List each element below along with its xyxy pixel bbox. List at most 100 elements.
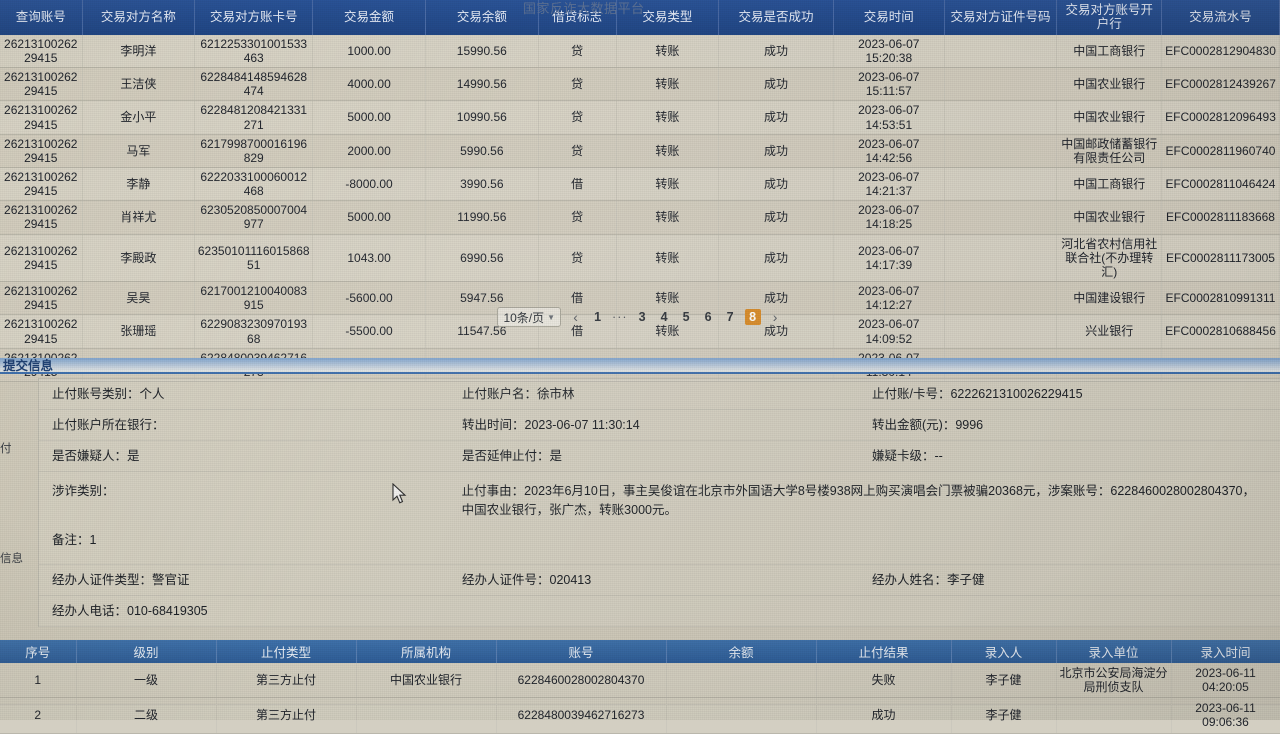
col-header-time[interactable]: 录入时间 bbox=[1171, 640, 1280, 663]
col-header-account[interactable]: 账号 bbox=[496, 640, 667, 663]
col-header-org[interactable]: 所属机构 bbox=[356, 640, 497, 663]
cell-query-account: 2621310026229415 bbox=[0, 34, 83, 69]
col-header-seq[interactable]: 序号 bbox=[0, 640, 77, 663]
page-button-7[interactable]: 7 bbox=[726, 310, 734, 324]
cell-counterparty-name: 金小平 bbox=[82, 100, 196, 135]
cell-seq: 2 bbox=[0, 697, 77, 734]
cell-counterparty-name: 王洁侠 bbox=[82, 67, 196, 102]
cell-txn-time: 2023-06-07 14:21:37 bbox=[833, 167, 945, 202]
table-row[interactable]: 2621310026229415 王洁侠 6228484148594628474… bbox=[0, 67, 1280, 102]
remark-spacer bbox=[449, 525, 1280, 564]
transactions-table: 查询账号 交易对方名称 交易对方账卡号 交易金额 交易余额 借贷标志 交易类型 … bbox=[0, 0, 1280, 383]
result-table-body: 1 一级 第三方止付 中国农业银行 6228460028002804370 失败… bbox=[0, 663, 1280, 734]
col-header-counterparty-name[interactable]: 交易对方名称 bbox=[82, 0, 196, 35]
col-header-stop-type[interactable]: 止付类型 bbox=[216, 640, 357, 663]
cell-txn-type: 转账 bbox=[616, 134, 720, 169]
cell-stop-type: 第三方止付 bbox=[216, 663, 357, 699]
cell-counterparty-name: 吴昊 bbox=[82, 281, 196, 316]
cell-open-bank: 中国建设银行 bbox=[1056, 281, 1162, 316]
cell-txn-type: 转账 bbox=[616, 167, 720, 202]
prev-page-button[interactable]: ‹ bbox=[573, 309, 578, 325]
page-button-5[interactable]: 5 bbox=[682, 310, 690, 324]
info-row-6: 经办人证件类型：警官证 经办人证件号：020413 经办人姓名：李子健 bbox=[39, 565, 1280, 596]
col-header-unit[interactable]: 录入单位 bbox=[1056, 640, 1172, 663]
cell-dc-flag: 贷 bbox=[538, 234, 617, 283]
handler-phone-spacer-1 bbox=[449, 596, 859, 626]
cell-counterparty-cert bbox=[944, 167, 1058, 202]
cell-query-account: 2621310026229415 bbox=[0, 67, 83, 102]
cell-serial: EFC0002810991311 bbox=[1161, 281, 1280, 316]
page-button-6[interactable]: 6 bbox=[704, 310, 712, 324]
table-row[interactable]: 2621310026229415 肖祥尤 6230520850007004977… bbox=[0, 200, 1280, 235]
cell-open-bank: 河北省农村信用社联合社(不办理转汇) bbox=[1056, 234, 1162, 283]
table-row[interactable]: 2 二级 第三方止付 6228480039462716273 成功 李子健 20… bbox=[0, 697, 1280, 734]
is-extended-stop-field: 是否延伸止付：是 bbox=[462, 449, 563, 464]
page-button-3[interactable]: 3 bbox=[638, 310, 646, 324]
cell-counterparty-cert bbox=[944, 234, 1058, 283]
col-header-operator[interactable]: 录入人 bbox=[951, 640, 1057, 663]
col-header-dc-flag[interactable]: 借贷标志 bbox=[538, 0, 617, 35]
cell-query-account: 2621310026229415 bbox=[0, 200, 83, 235]
cell-open-bank: 中国农业银行 bbox=[1056, 67, 1162, 102]
col-header-txn-time[interactable]: 交易时间 bbox=[833, 0, 945, 35]
info-row-5: 备注：1 bbox=[39, 525, 1280, 565]
table-row[interactable]: 2621310026229415 张珊瑶 622908323097019368 … bbox=[0, 314, 1280, 349]
submit-info-section-header: 提交信息 bbox=[0, 358, 1280, 374]
table-row[interactable]: 2621310026229415 李明洋 6212253301001533463… bbox=[0, 34, 1280, 69]
result-table-header-row: 序号 级别 止付类型 所属机构 账号 余额 止付结果 录入人 录入单位 录入时间 bbox=[0, 640, 1280, 663]
col-header-open-bank[interactable]: 交易对方账号开户行 bbox=[1056, 0, 1162, 35]
col-header-success[interactable]: 交易是否成功 bbox=[718, 0, 834, 35]
table-row[interactable]: 2621310026229415 吴昊 6217001210040083915 … bbox=[0, 281, 1280, 316]
cell-dc-flag: 借 bbox=[538, 281, 617, 316]
table-row[interactable]: 2621310026229415 李殿政 6235010111601586851… bbox=[0, 234, 1280, 283]
cell-txn-time: 2023-06-07 15:11:57 bbox=[833, 67, 945, 102]
col-header-serial[interactable]: 交易流水号 bbox=[1161, 0, 1280, 35]
cell-dc-flag: 贷 bbox=[538, 200, 617, 235]
cell-counterparty-name: 李殿政 bbox=[82, 234, 196, 283]
cell-serial: EFC0002812096493 bbox=[1161, 100, 1280, 135]
page-button-1[interactable]: 1 bbox=[594, 310, 602, 324]
page-button-8-active[interactable]: 8 bbox=[744, 309, 761, 325]
cell-dc-flag: 贷 bbox=[538, 34, 617, 69]
cell-counterparty-cert bbox=[944, 100, 1058, 135]
cell-success: 成功 bbox=[718, 167, 834, 202]
col-header-level[interactable]: 级别 bbox=[76, 640, 217, 663]
cell-counterparty-cert bbox=[944, 200, 1058, 235]
page-button-4[interactable]: 4 bbox=[660, 310, 668, 324]
status-badge: 失败 bbox=[816, 663, 952, 699]
transfer-out-amount-field: 转出金额(元)：9996 bbox=[872, 418, 984, 433]
cell-balance: 5990.56 bbox=[425, 134, 539, 169]
table-row[interactable]: 2621310026229415 金小平 6228481208421331271… bbox=[0, 100, 1280, 135]
cell-amount: 5000.00 bbox=[312, 100, 426, 135]
col-header-query-account[interactable]: 查询账号 bbox=[0, 0, 83, 35]
cell-account: 6228480039462716273 bbox=[496, 697, 667, 734]
col-header-balance[interactable]: 余额 bbox=[666, 640, 817, 663]
cell-txn-time: 2023-06-07 14:18:25 bbox=[833, 200, 945, 235]
cell-amount: -5500.00 bbox=[312, 314, 426, 349]
suspect-card-level-field: 嫌疑卡级：-- bbox=[872, 449, 943, 464]
col-header-txn-type[interactable]: 交易类型 bbox=[616, 0, 720, 35]
cell-txn-type: 转账 bbox=[616, 200, 720, 235]
col-header-result[interactable]: 止付结果 bbox=[816, 640, 952, 663]
col-header-amount[interactable]: 交易金额 bbox=[312, 0, 426, 35]
table-row[interactable]: 2621310026229415 马军 6217998700016196829 … bbox=[0, 134, 1280, 169]
cell-time: 2023-06-11 09:06:36 bbox=[1171, 697, 1280, 734]
cell-txn-type: 转账 bbox=[616, 314, 720, 349]
cell-counterparty-cert bbox=[944, 281, 1058, 316]
next-page-button[interactable]: › bbox=[772, 309, 778, 325]
cell-counterparty-name: 李明洋 bbox=[82, 34, 196, 69]
table-row[interactable]: 1 一级 第三方止付 中国农业银行 6228460028002804370 失败… bbox=[0, 663, 1280, 699]
table-row[interactable]: 2621310026229415 李静 6222033100060012468 … bbox=[0, 167, 1280, 202]
cell-balance bbox=[666, 697, 817, 734]
cell-seq: 1 bbox=[0, 663, 77, 699]
cell-operator: 李子健 bbox=[951, 697, 1057, 734]
cell-counterparty-card: 6217998700016196829 bbox=[194, 134, 314, 169]
handler-phone-field: 经办人电话：010-68419305 bbox=[52, 603, 208, 618]
col-header-balance[interactable]: 交易余额 bbox=[425, 0, 539, 35]
col-header-counterparty-cert[interactable]: 交易对方证件号码 bbox=[944, 0, 1058, 35]
mouse-cursor bbox=[392, 482, 408, 510]
cell-success: 成功 bbox=[718, 200, 834, 235]
col-header-counterparty-card[interactable]: 交易对方账卡号 bbox=[194, 0, 314, 35]
page-size-select[interactable]: 10条/页 ▼ bbox=[497, 307, 562, 327]
cell-dc-flag: 贷 bbox=[538, 134, 617, 169]
